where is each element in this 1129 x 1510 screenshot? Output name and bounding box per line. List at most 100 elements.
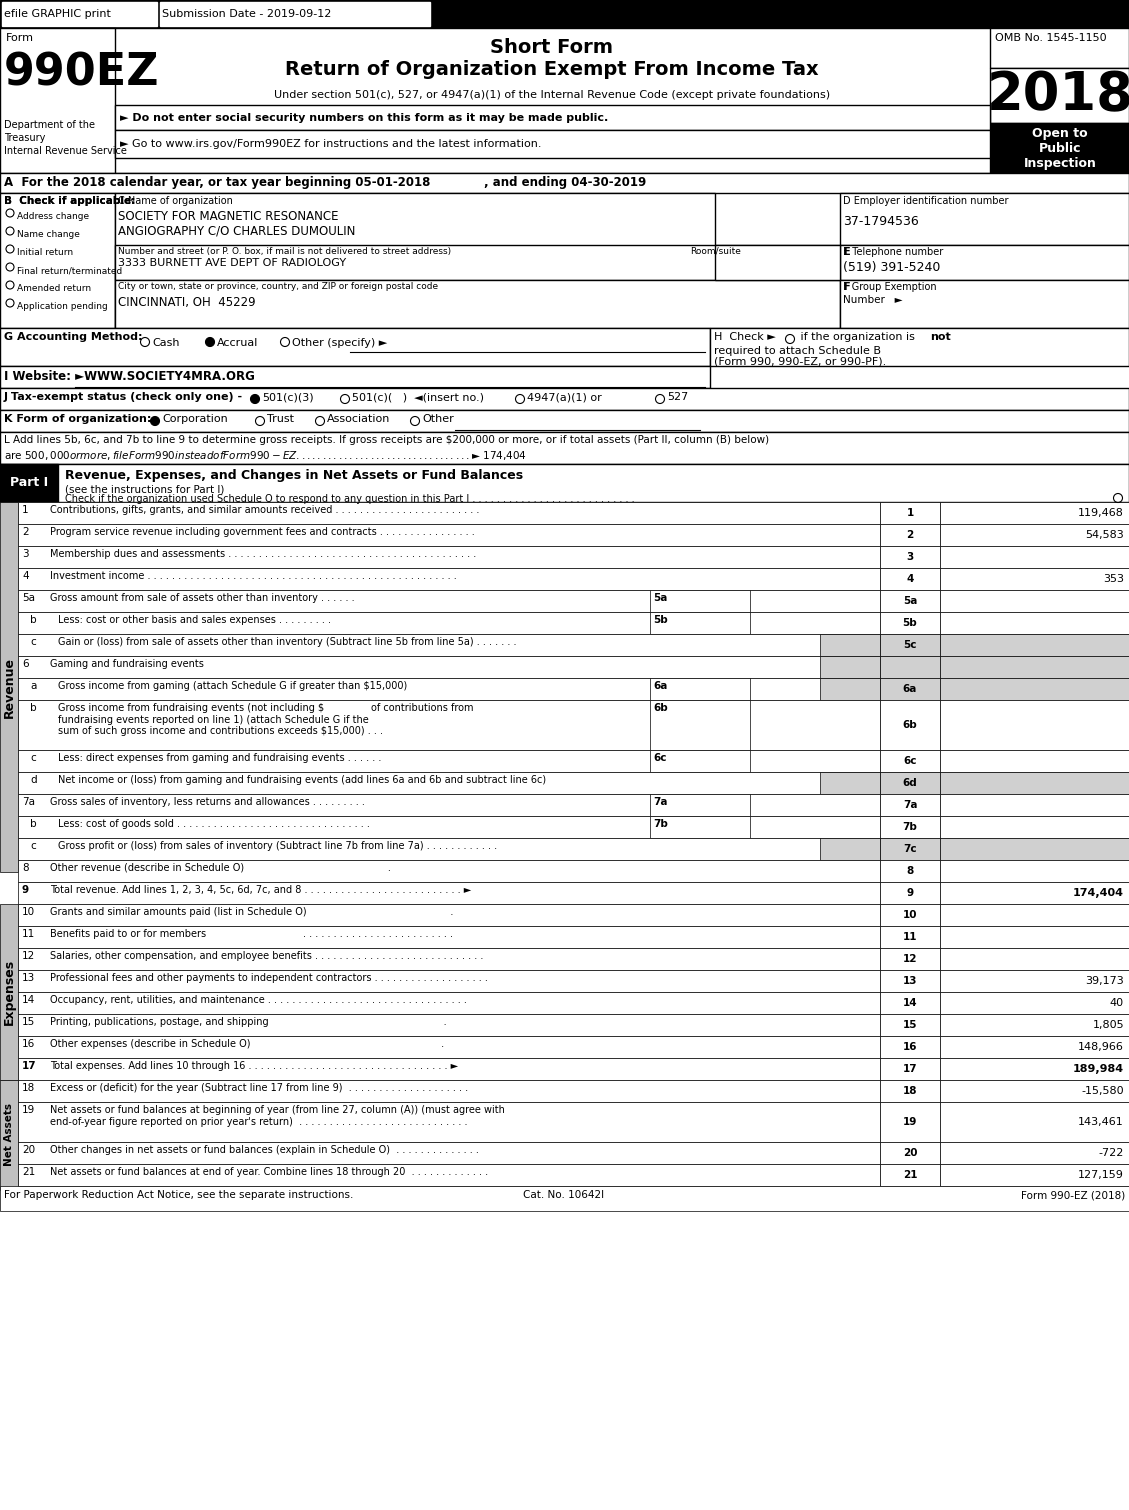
Text: Printing, publications, postage, and shipping                                   : Printing, publications, postage, and shi…: [50, 1018, 447, 1027]
Bar: [18, 861, 879, 882]
Text: 37-1794536: 37-1794536: [843, 214, 919, 228]
Text: 11: 11: [21, 929, 35, 939]
Bar: [18, 547, 879, 568]
Bar: [18, 678, 879, 701]
Bar: [940, 701, 1129, 750]
Bar: [940, 772, 1129, 794]
Bar: [18, 882, 879, 904]
Bar: [879, 547, 940, 568]
Text: (see the instructions for Part I): (see the instructions for Part I): [65, 485, 225, 495]
Text: B  Check if applicable:: B Check if applicable:: [5, 196, 135, 205]
Text: efile GRAPHIC print: efile GRAPHIC print: [5, 9, 111, 20]
Text: 6a: 6a: [653, 681, 667, 692]
Text: 143,461: 143,461: [1078, 1117, 1124, 1126]
Text: 5c: 5c: [903, 640, 917, 649]
Bar: [18, 1142, 879, 1164]
Text: OMB No. 1545-1150: OMB No. 1545-1150: [995, 33, 1106, 42]
Bar: [940, 861, 1129, 882]
Bar: [160, 2, 430, 26]
Bar: [0, 29, 115, 174]
Bar: [0, 193, 115, 328]
Text: Benefits paid to or for members                               . . . . . . . . . : Benefits paid to or for members . . . . …: [50, 929, 453, 939]
Bar: [650, 815, 750, 838]
Bar: [0, 1185, 1129, 1211]
Text: Net assets or fund balances at beginning of year (from line 27, column (A)) (mus: Net assets or fund balances at beginning…: [50, 1105, 505, 1126]
Bar: [879, 501, 940, 524]
Text: 21: 21: [21, 1167, 35, 1176]
Bar: [990, 122, 1129, 174]
Text: E Telephone number: E Telephone number: [843, 248, 943, 257]
Bar: [879, 861, 940, 882]
Text: not: not: [930, 332, 951, 341]
Text: 12: 12: [21, 951, 35, 960]
Text: c: c: [30, 841, 36, 852]
Bar: [940, 568, 1129, 590]
Text: 17: 17: [21, 1062, 36, 1071]
Bar: [879, 794, 940, 815]
Bar: [18, 1036, 879, 1059]
Text: Gain or (loss) from sale of assets other than inventory (Subtract line 5b from l: Gain or (loss) from sale of assets other…: [58, 637, 516, 646]
Bar: [940, 882, 1129, 904]
Text: Name change: Name change: [17, 230, 80, 239]
Text: 12: 12: [903, 954, 917, 963]
Text: Amended return: Amended return: [17, 284, 91, 293]
Text: H  Check ►: H Check ►: [714, 332, 779, 341]
Bar: [0, 174, 1129, 193]
Bar: [715, 245, 840, 279]
Bar: [18, 1059, 879, 1080]
Text: Investment income . . . . . . . . . . . . . . . . . . . . . . . . . . . . . . . : Investment income . . . . . . . . . . . …: [50, 571, 457, 581]
Bar: [879, 1080, 940, 1102]
Bar: [940, 547, 1129, 568]
Text: Form: Form: [6, 33, 34, 42]
Bar: [650, 794, 750, 815]
Text: Cash: Cash: [152, 338, 180, 347]
Text: Gaming and fundraising events: Gaming and fundraising events: [50, 658, 204, 669]
Text: Net assets or fund balances at end of year. Combine lines 18 through 20  . . . .: Net assets or fund balances at end of ye…: [50, 1167, 488, 1176]
Text: are $500,000 or more, file Form 990 instead of Form 990-EZ . . . . . . . . . . .: are $500,000 or more, file Form 990 inst…: [5, 448, 527, 462]
Bar: [940, 1015, 1129, 1036]
Text: J Tax-exempt status (check only one) -: J Tax-exempt status (check only one) -: [5, 393, 243, 402]
Text: Less: cost of goods sold . . . . . . . . . . . . . . . . . . . . . . . . . . . .: Less: cost of goods sold . . . . . . . .…: [58, 818, 370, 829]
Text: Cat. No. 10642I: Cat. No. 10642I: [524, 1190, 604, 1200]
Bar: [18, 1015, 879, 1036]
Bar: [18, 524, 879, 547]
Bar: [940, 655, 1129, 678]
Text: 15: 15: [21, 1018, 35, 1027]
Text: D Employer identification number: D Employer identification number: [843, 196, 1008, 205]
Bar: [820, 678, 879, 701]
Text: Gross income from gaming (attach Schedule G if greater than $15,000): Gross income from gaming (attach Schedul…: [58, 681, 408, 692]
Text: 6d: 6d: [902, 778, 918, 788]
Bar: [879, 750, 940, 772]
Text: ANGIOGRAPHY C/O CHARLES DUMOULIN: ANGIOGRAPHY C/O CHARLES DUMOULIN: [119, 225, 356, 239]
Text: Check if the organization used Schedule O to respond to any question in this Par: Check if the organization used Schedule …: [65, 494, 634, 504]
Text: 3: 3: [21, 550, 28, 559]
Text: 5a: 5a: [653, 593, 667, 602]
Bar: [18, 655, 879, 678]
Bar: [840, 279, 1129, 328]
Text: Initial return: Initial return: [17, 248, 73, 257]
Text: Gross sales of inventory, less returns and allowances . . . . . . . . .: Gross sales of inventory, less returns a…: [50, 797, 365, 806]
Text: B  Check if applicable:: B Check if applicable:: [5, 196, 135, 205]
Text: 16: 16: [903, 1042, 917, 1052]
Text: 10: 10: [21, 908, 35, 917]
Bar: [820, 634, 879, 655]
Text: Net Assets: Net Assets: [5, 1104, 14, 1167]
Bar: [940, 838, 1129, 861]
Text: 7a: 7a: [21, 797, 35, 806]
Bar: [18, 772, 879, 794]
Bar: [115, 193, 715, 328]
Text: 5b: 5b: [902, 618, 918, 628]
Text: 8: 8: [907, 867, 913, 876]
Text: if the organization is: if the organization is: [797, 332, 918, 341]
Bar: [710, 328, 1129, 365]
Bar: [18, 926, 879, 948]
Text: Membership dues and assessments . . . . . . . . . . . . . . . . . . . . . . . . : Membership dues and assessments . . . . …: [50, 550, 476, 559]
Text: Total revenue. Add lines 1, 2, 3, 4, 5c, 6d, 7c, and 8 . . . . . . . . . . . . .: Total revenue. Add lines 1, 2, 3, 4, 5c,…: [50, 885, 471, 895]
Text: 7a: 7a: [903, 800, 917, 809]
Bar: [879, 992, 940, 1015]
Text: Return of Organization Exempt From Income Tax: Return of Organization Exempt From Incom…: [286, 60, 819, 79]
Text: 2018: 2018: [987, 69, 1129, 121]
Text: F: F: [843, 282, 850, 291]
Bar: [879, 969, 940, 992]
Text: 17: 17: [903, 1065, 917, 1074]
